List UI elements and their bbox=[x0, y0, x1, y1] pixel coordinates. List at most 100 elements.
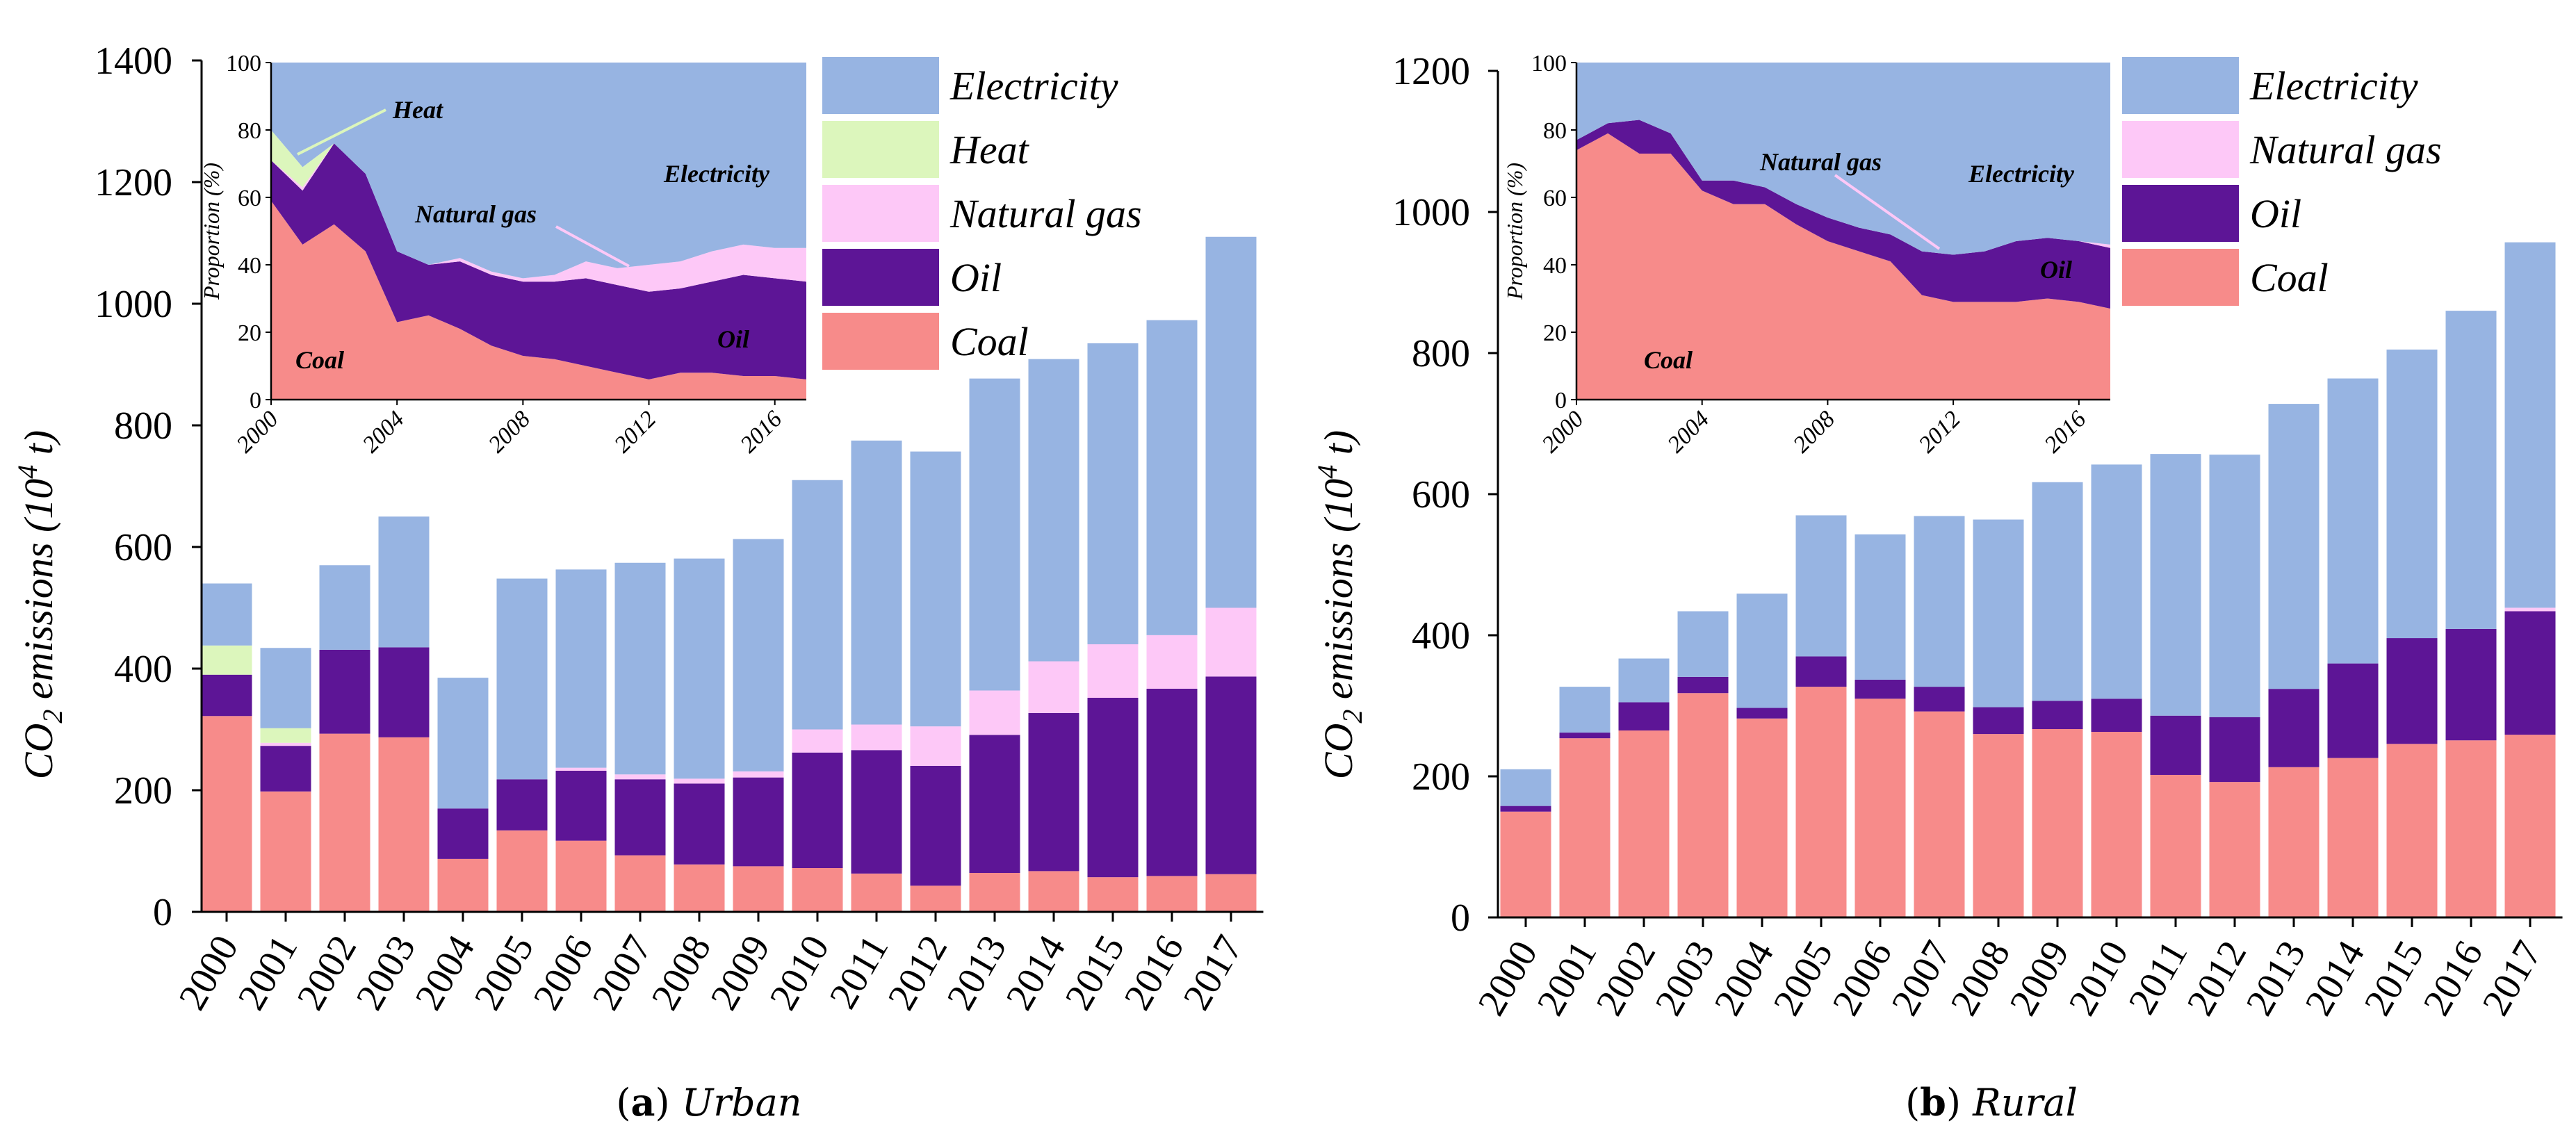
urban-bar-electricity-2007 bbox=[614, 562, 666, 775]
urban-bar-oil-2011 bbox=[851, 750, 902, 874]
urban-inset-x-tick-label-2008: 2008 bbox=[484, 406, 535, 457]
rural-y-tick-label-200: 200 bbox=[1412, 755, 1470, 799]
urban-legend-label-coal: Coal bbox=[950, 319, 1029, 364]
urban-y-tick-label-0: 0 bbox=[153, 891, 172, 934]
urban-bar-oil-2005 bbox=[496, 779, 548, 831]
urban-bar-electricity-2005 bbox=[496, 578, 548, 780]
rural-bar-electricity-2014 bbox=[2327, 378, 2379, 664]
rural-bar-oil-2016 bbox=[2445, 628, 2497, 741]
rural-bar-coal-2001 bbox=[1559, 738, 1611, 917]
urban-inset-y-tick-label-0: 0 bbox=[250, 388, 261, 414]
urban-bar-oil-2007 bbox=[614, 779, 666, 856]
rural-bar-coal-2005 bbox=[1795, 687, 1847, 917]
urban-y-tick-label-400: 400 bbox=[114, 648, 172, 691]
urban-y-tick-label-800: 800 bbox=[114, 405, 172, 448]
urban-bar-natural-gas-2014 bbox=[1028, 661, 1079, 713]
urban-bar-natural-gas-2015 bbox=[1087, 644, 1139, 698]
urban-inset-annotation-heat: Heat bbox=[392, 96, 443, 124]
urban-ylabel-co: CO bbox=[16, 724, 61, 780]
rural-bar-electricity-2002 bbox=[1618, 658, 1670, 703]
rural-bar-coal-2006 bbox=[1854, 698, 1906, 917]
urban-bar-coal-2013 bbox=[969, 873, 1020, 912]
rural-bar-electricity-2007 bbox=[1914, 516, 1965, 687]
rural-inset-y-tick-label-60: 60 bbox=[1543, 186, 1567, 211]
rural-ylabel-co: CO bbox=[1316, 724, 1361, 780]
rural-bar-electricity-2006 bbox=[1854, 534, 1906, 680]
urban-bar-electricity-2016 bbox=[1146, 320, 1198, 635]
rural-x-tick-label-2007: 2007 bbox=[1884, 934, 1960, 1023]
urban-bar-electricity-2002 bbox=[319, 565, 370, 650]
urban-legend-swatch-heat bbox=[822, 121, 939, 178]
rural-inset-y-tick-label-80: 80 bbox=[1543, 118, 1567, 144]
urban-legend-label-heat: Heat bbox=[949, 127, 1030, 172]
urban-bar-natural-gas-2016 bbox=[1146, 635, 1198, 689]
urban-x-tick-label-2003: 2003 bbox=[348, 929, 425, 1018]
urban-bar-coal-2016 bbox=[1146, 876, 1198, 912]
urban-bar-coal-2014 bbox=[1028, 871, 1079, 912]
rural-x-axis: 2000200120022003200420052006200720082009… bbox=[1470, 916, 2563, 1023]
urban-gas-leader-line bbox=[555, 225, 630, 268]
rural-bar-oil-2008 bbox=[1973, 707, 2024, 735]
urban-legend: Electricity Heat Natural gas Oil Coal bbox=[822, 57, 1142, 370]
urban-bar-electricity-2017 bbox=[1205, 236, 1257, 608]
rural-inset-y-tick-label-100: 100 bbox=[1531, 51, 1567, 76]
rural-bar-electricity-2016 bbox=[2445, 311, 2497, 629]
urban-x-tick-label-2004: 2004 bbox=[407, 929, 484, 1018]
urban-bar-electricity-2009 bbox=[733, 539, 784, 771]
urban-bar-coal-2007 bbox=[614, 855, 666, 912]
urban-heat-leader-line bbox=[297, 108, 386, 156]
rural-bar-electricity-2012 bbox=[2209, 455, 2260, 717]
urban-caption: (a) Urban bbox=[616, 1080, 801, 1125]
rural-bar-coal-2008 bbox=[1973, 734, 2024, 917]
rural-bar-oil-2011 bbox=[2150, 715, 2201, 775]
rural-inset-x-tick-label-2000: 2000 bbox=[1537, 406, 1588, 457]
rural-inset-x-tick-label-2016: 2016 bbox=[2039, 406, 2091, 457]
urban-bar-coal-2010 bbox=[792, 868, 843, 912]
rural-legend-label-natural-gas: Natural gas bbox=[2249, 127, 2442, 172]
urban-x-tick-label-2008: 2008 bbox=[644, 929, 720, 1018]
rural-inset-annotation-natural-gas: Natural gas bbox=[1759, 148, 1882, 176]
urban-bar-coal-2006 bbox=[555, 840, 607, 912]
urban-bar-natural-gas-2013 bbox=[969, 690, 1020, 735]
rural-bar-oil-2010 bbox=[2091, 698, 2142, 733]
urban-bar-coal-2005 bbox=[496, 830, 548, 912]
rural-bar-electricity-2009 bbox=[2032, 482, 2083, 701]
urban-bar-oil-2003 bbox=[378, 647, 430, 737]
urban-inset-annotation-natural-gas: Natural gas bbox=[414, 200, 537, 228]
rural-x-tick-label-2011: 2011 bbox=[2121, 934, 2196, 1022]
urban-legend-swatch-coal bbox=[822, 313, 939, 370]
urban-inset-area-coal bbox=[271, 200, 806, 400]
urban-inset-y-tick-label-20: 20 bbox=[238, 320, 261, 346]
urban-bar-coal-2000 bbox=[201, 716, 252, 912]
urban-bar-oil-2014 bbox=[1028, 712, 1079, 872]
urban-inset: 0 20 40 60 80 100 2000 2004 2008 2012 2016 Proporti… bbox=[199, 51, 806, 458]
urban-ylabel-mid: emissions (10 bbox=[16, 479, 61, 710]
rural-inset-area-coal bbox=[1576, 133, 2110, 400]
rural-y-tick-label-600: 600 bbox=[1412, 473, 1470, 516]
rural-y-tick-label-1000: 1000 bbox=[1392, 191, 1470, 234]
urban-x-tick-label-2000: 2000 bbox=[171, 929, 247, 1018]
rural-bar-oil-2001 bbox=[1559, 733, 1611, 739]
urban-bar-coal-2011 bbox=[851, 873, 902, 912]
rural-inset-x-tick-label-2012: 2012 bbox=[1914, 406, 1966, 457]
rural-inset-area-electricity bbox=[1576, 63, 2110, 255]
urban-legend-label-natural-gas: Natural gas bbox=[949, 191, 1142, 236]
rural-bar-electricity-2013 bbox=[2268, 404, 2320, 689]
urban-bar-natural-gas-2011 bbox=[851, 724, 902, 751]
rural-ylabel-mid: emissions (10 bbox=[1316, 479, 1361, 710]
urban-inset-y-tick-label-60: 60 bbox=[238, 186, 261, 211]
rural-x-tick-label-2015: 2015 bbox=[2356, 934, 2433, 1023]
rural-inset-annotation-coal: Coal bbox=[1644, 346, 1693, 374]
urban-bar-oil-2009 bbox=[733, 777, 784, 867]
urban-x-tick-label-2012: 2012 bbox=[880, 929, 956, 1018]
rural-x-tick-label-2002: 2002 bbox=[1588, 934, 1665, 1023]
urban-bar-electricity-2006 bbox=[555, 569, 607, 768]
rural-inset-y-label: Proportion (%) bbox=[1502, 163, 1527, 300]
urban-bar-electricity-2008 bbox=[674, 558, 725, 779]
rural-y-tick-label-0: 0 bbox=[1451, 897, 1470, 940]
urban-legend-label-oil: Oil bbox=[950, 255, 1002, 300]
rural-x-tick-label-2008: 2008 bbox=[1943, 934, 2019, 1023]
rural-x-tick-label-2003: 2003 bbox=[1647, 934, 1724, 1023]
